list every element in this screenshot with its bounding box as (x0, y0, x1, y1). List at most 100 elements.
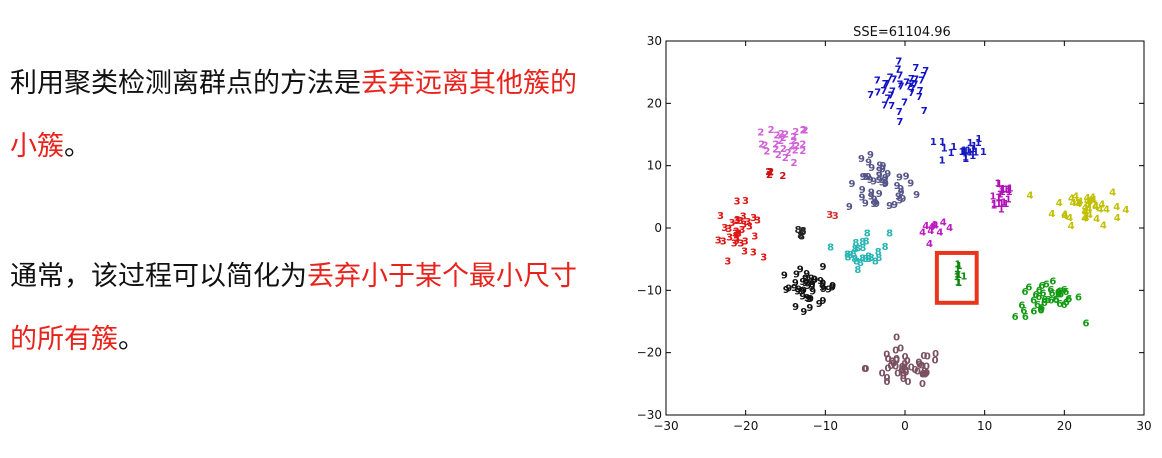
data-point: 0 (921, 367, 928, 378)
data-point: 9 (802, 278, 809, 289)
data-point: 6 (1030, 306, 1037, 317)
data-point: 1 (954, 264, 961, 275)
data-point: 9 (865, 157, 872, 168)
data-point: 4 (1070, 198, 1077, 209)
data-point: 2 (774, 130, 781, 141)
data-point: 9 (868, 163, 875, 174)
data-point: 9 (819, 278, 826, 289)
data-point: 0 (932, 356, 939, 367)
data-point: 8 (859, 243, 866, 254)
data-point: 9 (899, 194, 906, 205)
data-point: 3 (732, 233, 739, 244)
data-point: 8 (875, 247, 882, 258)
data-point: 9 (876, 189, 883, 200)
data-point: 8 (875, 253, 882, 264)
data-point: 2 (772, 144, 779, 155)
data-point: 7 (896, 70, 903, 81)
data-point: 0 (887, 361, 894, 372)
data-point: 4 (1100, 221, 1107, 232)
data-point: 4 (926, 239, 933, 250)
data-point: 6 (1065, 294, 1072, 305)
data-point: 6 (1062, 287, 1069, 298)
data-point: 9 (807, 294, 814, 305)
data-point: 6 (1022, 312, 1029, 323)
data-point: 2 (780, 133, 787, 144)
x-tick-label: 20 (1057, 419, 1072, 433)
data-point: 9 (791, 283, 798, 294)
data-point: 1 (960, 147, 967, 158)
data-point: 9 (811, 275, 818, 286)
data-point: 9 (808, 273, 815, 284)
data-point: 0 (924, 351, 931, 362)
data-point: 7 (908, 74, 915, 85)
data-point: 9 (820, 262, 827, 273)
data-point: 3 (717, 211, 724, 222)
data-point: 7 (908, 79, 915, 90)
data-point: 6 (1047, 296, 1054, 307)
data-point: 9 (809, 286, 816, 297)
data-point: 1 (941, 143, 948, 154)
data-point: 9 (785, 283, 792, 294)
data-point: 1 (954, 269, 961, 280)
data-point: 8 (800, 226, 807, 237)
data-point: 9 (886, 201, 893, 212)
data-point: 0 (915, 358, 922, 369)
data-point: 7 (918, 75, 925, 86)
data-point: 6 (1018, 300, 1025, 311)
data-point: 9 (868, 191, 875, 202)
data-point: 0 (922, 370, 929, 381)
data-point: 3 (751, 232, 758, 243)
data-point: 9 (805, 281, 812, 292)
data-point: 4 (1061, 211, 1068, 222)
data-point: 4 (1113, 202, 1120, 213)
data-point: 0 (902, 365, 909, 376)
data-point: 1 (1002, 199, 1009, 210)
data-point: 9 (882, 178, 889, 189)
data-point: 0 (897, 344, 904, 355)
data-point: 9 (795, 285, 802, 296)
data-point: 6 (1056, 287, 1063, 298)
data-point: 9 (846, 202, 853, 213)
y-tick-label: 20 (647, 96, 662, 110)
data-point: 3 (735, 229, 742, 240)
data-point: 8 (850, 249, 857, 260)
data-point: 1 (995, 192, 1002, 203)
data-point: 6 (1049, 288, 1056, 299)
data-point: 0 (908, 362, 915, 373)
data-point: 7 (867, 90, 874, 101)
data-point: 9 (816, 299, 823, 310)
data-point: 1 (950, 142, 957, 153)
data-point: 2 (782, 153, 789, 164)
data-point: 1 (962, 146, 969, 157)
data-point: 3 (741, 246, 748, 257)
data-point: 6 (1038, 303, 1045, 314)
data-point: 9 (895, 191, 902, 202)
data-point: 7 (922, 66, 929, 77)
data-point: 8 (795, 225, 802, 236)
data-point: 9 (825, 285, 832, 296)
data-point: 7 (909, 84, 916, 95)
data-point: 8 (865, 251, 872, 262)
data-point: 1 (975, 138, 982, 149)
data-point: 6 (1053, 295, 1060, 306)
data-point: 6 (1037, 305, 1044, 316)
paragraph1-highlight: 丢弃远离其他簇的小簇 (10, 68, 577, 162)
data-point: 4 (946, 223, 953, 234)
data-point: 7 (916, 92, 923, 103)
data-point: 0 (901, 362, 908, 373)
data-point: 7 (895, 56, 902, 67)
data-point: 6 (1035, 292, 1042, 303)
data-point: 9 (807, 278, 814, 289)
data-point: 1 (980, 147, 987, 158)
data-point: 4 (1122, 205, 1129, 216)
paragraph2-text: 通常，该过程可以简化为 (10, 261, 307, 292)
data-point: 7 (920, 71, 927, 82)
data-point: 0 (904, 377, 911, 388)
data-point: 6 (1056, 299, 1063, 310)
data-point: 8 (864, 229, 871, 240)
data-point: 0 (899, 362, 906, 373)
data-point: 0 (883, 350, 890, 361)
data-point: 4 (1090, 195, 1097, 206)
data-point: 0 (912, 365, 919, 376)
